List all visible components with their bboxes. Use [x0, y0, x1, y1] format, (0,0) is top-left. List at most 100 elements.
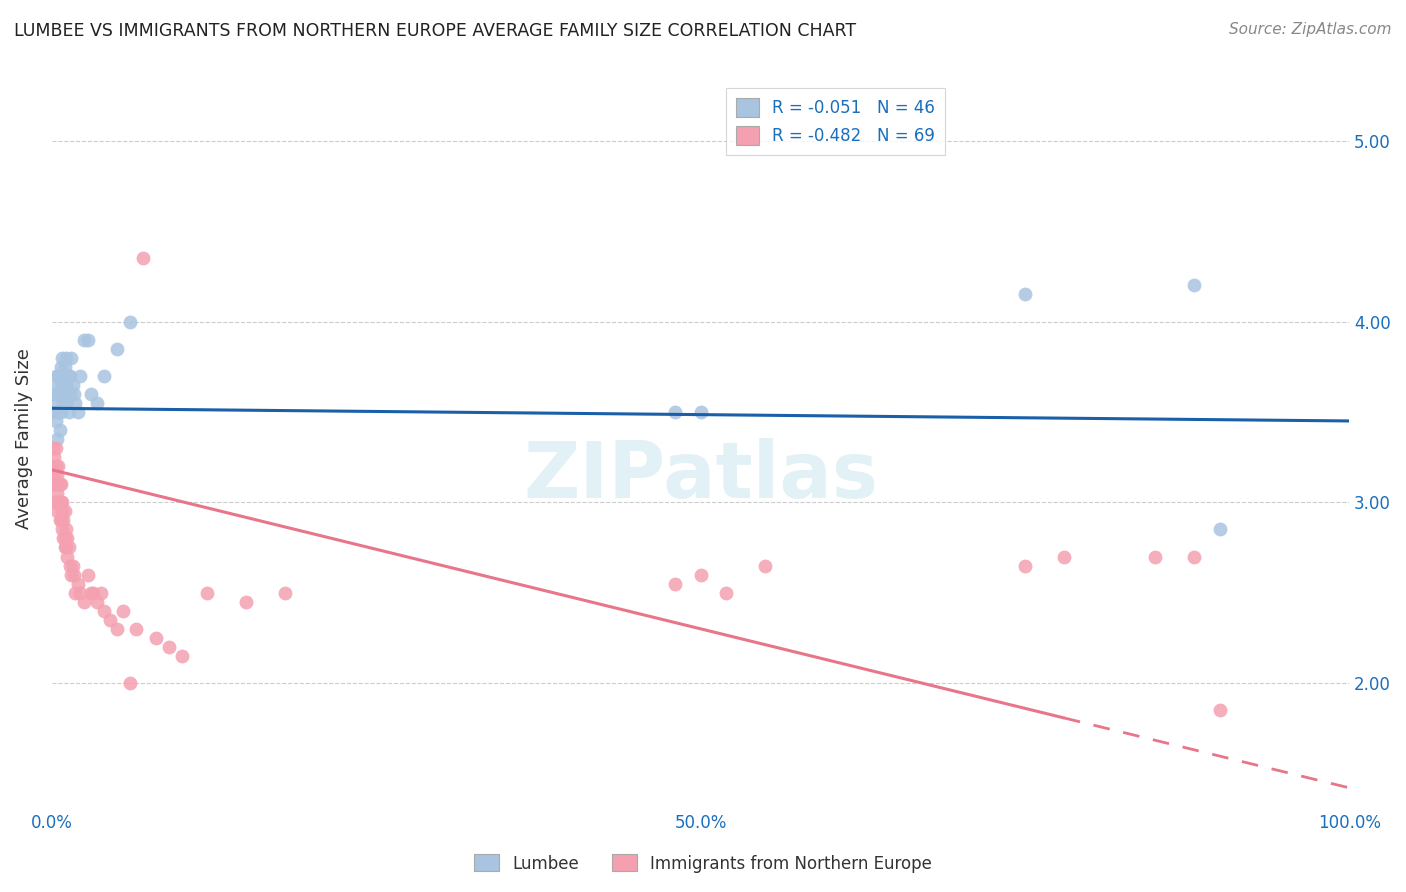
Point: [44, 396, 66, 410]
Point: [1014, 558, 1036, 573]
Point: [125, 622, 148, 636]
Point: [45, 432, 67, 446]
Point: [48, 513, 70, 527]
Point: [49, 405, 72, 419]
Point: [56, 549, 79, 564]
Point: [63, 585, 86, 599]
Point: [46, 377, 69, 392]
Point: [53, 387, 76, 401]
Point: [51, 377, 73, 392]
Point: [51, 522, 73, 536]
Point: [49, 513, 72, 527]
Point: [60, 567, 83, 582]
Point: [48, 423, 70, 437]
Point: [52, 532, 75, 546]
Point: [1182, 549, 1205, 564]
Point: [45, 414, 67, 428]
Point: [45, 504, 67, 518]
Point: [44, 468, 66, 483]
Point: [58, 405, 80, 419]
Point: [44, 450, 66, 464]
Point: [77, 333, 100, 347]
Point: [48, 495, 70, 509]
Point: [1182, 278, 1205, 293]
Point: [62, 567, 84, 582]
Point: [46, 368, 69, 383]
Point: [44, 495, 66, 509]
Point: [69, 585, 91, 599]
Point: [77, 567, 100, 582]
Point: [48, 387, 70, 401]
Point: [197, 585, 219, 599]
Point: [73, 595, 96, 609]
Point: [664, 405, 686, 419]
Point: [45, 387, 67, 401]
Point: [55, 541, 77, 555]
Text: LUMBEE VS IMMIGRANTS FROM NORTHERN EUROPE AVERAGE FAMILY SIZE CORRELATION CHART: LUMBEE VS IMMIGRANTS FROM NORTHERN EUROP…: [14, 22, 856, 40]
Point: [48, 477, 70, 491]
Point: [82, 585, 104, 599]
Y-axis label: Average Family Size: Average Family Size: [15, 349, 32, 530]
Point: [44, 387, 66, 401]
Point: [53, 541, 76, 555]
Point: [53, 532, 76, 546]
Point: [157, 640, 180, 654]
Point: [73, 333, 96, 347]
Point: [42, 459, 65, 474]
Point: [45, 459, 67, 474]
Point: [170, 648, 193, 663]
Point: [45, 441, 67, 455]
Point: [55, 351, 77, 365]
Point: [45, 486, 67, 500]
Point: [42, 441, 65, 455]
Point: [46, 477, 69, 491]
Point: [689, 405, 711, 419]
Point: [664, 576, 686, 591]
Point: [112, 604, 135, 618]
Point: [145, 631, 167, 645]
Point: [1143, 549, 1166, 564]
Point: [55, 522, 77, 536]
Legend: Lumbee, Immigrants from Northern Europe: Lumbee, Immigrants from Northern Europe: [467, 847, 939, 880]
Point: [58, 541, 80, 555]
Point: [62, 558, 84, 573]
Point: [69, 368, 91, 383]
Point: [51, 495, 73, 509]
Point: [51, 351, 73, 365]
Point: [62, 387, 84, 401]
Point: [79, 585, 101, 599]
Point: [93, 604, 115, 618]
Text: ZIPatlas: ZIPatlas: [523, 438, 877, 514]
Point: [105, 622, 128, 636]
Point: [52, 368, 75, 383]
Point: [56, 396, 79, 410]
Point: [86, 595, 108, 609]
Point: [235, 595, 257, 609]
Point: [105, 342, 128, 356]
Point: [49, 477, 72, 491]
Point: [42, 405, 65, 419]
Point: [66, 405, 89, 419]
Point: [93, 368, 115, 383]
Point: [56, 532, 79, 546]
Point: [59, 387, 82, 401]
Point: [754, 558, 776, 573]
Point: [274, 585, 297, 599]
Point: [131, 252, 153, 266]
Point: [1014, 287, 1036, 301]
Point: [118, 314, 141, 328]
Point: [49, 387, 72, 401]
Point: [79, 387, 101, 401]
Point: [55, 377, 77, 392]
Point: [51, 504, 73, 518]
Point: [689, 567, 711, 582]
Point: [46, 405, 69, 419]
Point: [1053, 549, 1076, 564]
Point: [46, 495, 69, 509]
Point: [1208, 703, 1230, 717]
Point: [716, 585, 738, 599]
Legend: R = -0.051   N = 46, R = -0.482   N = 69: R = -0.051 N = 46, R = -0.482 N = 69: [725, 88, 945, 155]
Point: [42, 477, 65, 491]
Point: [62, 377, 84, 392]
Point: [53, 359, 76, 374]
